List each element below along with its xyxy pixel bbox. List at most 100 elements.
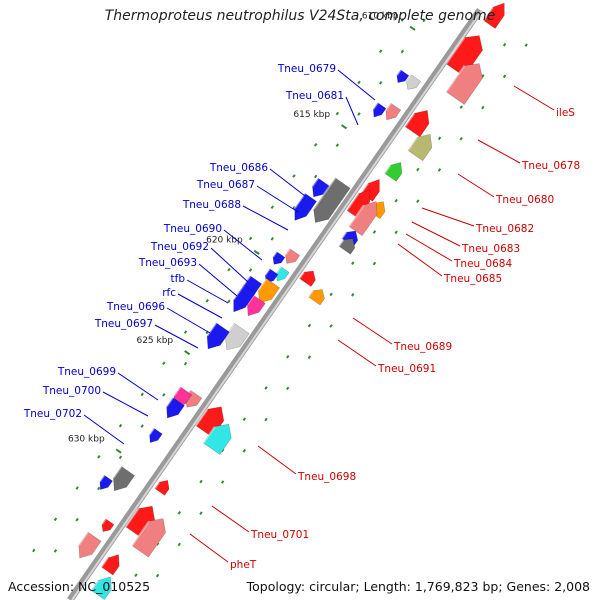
gene-minus-8-shine bbox=[284, 248, 291, 256]
gene-plus-16-body bbox=[154, 480, 170, 496]
tick-mark bbox=[264, 386, 268, 390]
gene-plus-9 bbox=[348, 201, 378, 237]
gene-plus-6-shine bbox=[360, 182, 369, 194]
gene-plus-14-shine bbox=[195, 408, 209, 427]
gene-plus-1-shine bbox=[445, 36, 466, 65]
leader-left-11 bbox=[154, 324, 199, 349]
gene-plus-3 bbox=[404, 109, 430, 138]
gene-plus-0-body bbox=[483, 2, 505, 29]
tick-mark bbox=[400, 18, 405, 22]
tick-mark bbox=[53, 517, 58, 522]
tick-mark bbox=[437, 136, 442, 141]
leader-right-0 bbox=[513, 85, 555, 111]
accession-text: Accession: NC_010525 bbox=[8, 579, 151, 594]
gene-plus-16-shine bbox=[153, 481, 161, 490]
tick-mark bbox=[140, 392, 144, 397]
kbp-marker-0: 610 kbp bbox=[362, 12, 399, 22]
gene-minus-12 bbox=[257, 278, 281, 304]
gene-minus-10-shine bbox=[275, 266, 282, 274]
tick-mark bbox=[220, 480, 225, 484]
gene-plus-9-shine bbox=[348, 204, 365, 228]
gene-plus-4-body bbox=[407, 133, 433, 162]
gene-minus-25-shine bbox=[78, 531, 89, 546]
gene-minus-6-shine bbox=[312, 177, 337, 210]
gene-minus-19-shine bbox=[173, 386, 182, 397]
gene-minus-23-shine bbox=[99, 474, 106, 483]
tick-mark bbox=[264, 417, 268, 422]
tick-mark bbox=[400, 49, 405, 54]
tick-mark bbox=[270, 205, 274, 210]
gene-minus-3-body bbox=[373, 102, 387, 118]
gene-label-right-6: Tneu_0685 bbox=[443, 273, 502, 285]
gene-label-right-5: Tneu_0684 bbox=[453, 258, 512, 270]
tick-mark bbox=[351, 292, 355, 297]
gene-label-left-5: Tneu_0690 bbox=[163, 223, 222, 235]
tick-mark bbox=[481, 105, 485, 110]
gene-plus-18-body bbox=[131, 518, 166, 558]
tick-mark bbox=[351, 261, 355, 265]
tick-mark bbox=[97, 486, 101, 491]
tick-mark bbox=[394, 198, 398, 203]
kbp-marker-1: 615 kbp bbox=[293, 110, 330, 120]
tick-mark bbox=[422, 18, 426, 23]
leader-left-10 bbox=[166, 307, 211, 334]
gene-plus-18 bbox=[131, 518, 166, 558]
tick-mark bbox=[134, 573, 138, 577]
tick-mark bbox=[199, 511, 203, 516]
gene-minus-23-body bbox=[99, 474, 113, 491]
gene-plus-9-body bbox=[348, 201, 378, 237]
tick-mark bbox=[459, 105, 463, 109]
tick-mark bbox=[199, 479, 203, 484]
gene-minus-5-body bbox=[312, 177, 331, 198]
gene-label-left-2: Tneu_0686 bbox=[209, 162, 268, 174]
tick-mark bbox=[459, 136, 463, 141]
backbone-highlight bbox=[71, 9, 483, 600]
tick-mark bbox=[183, 361, 188, 366]
gene-minus-25 bbox=[78, 531, 102, 559]
genome-title: Thermoproteus neutrophilus V24Sta, compl… bbox=[104, 8, 496, 24]
tick-mark bbox=[307, 355, 312, 359]
gene-label-right-4: Tneu_0683 bbox=[461, 243, 520, 255]
gene-plus-5-shine bbox=[383, 164, 392, 174]
gene-plus-4-shine bbox=[407, 136, 418, 152]
leader-left-9 bbox=[177, 293, 223, 319]
leader-right-4 bbox=[411, 221, 461, 247]
gene-label-left-6: Tneu_0692 bbox=[150, 241, 209, 253]
gene-minus-17-shine bbox=[206, 322, 218, 337]
gene-plus-18-shine bbox=[131, 520, 151, 547]
tick-mark bbox=[286, 386, 290, 391]
gene-plus-20 bbox=[90, 576, 112, 600]
tick-mark bbox=[357, 80, 361, 85]
leader-right-9 bbox=[257, 445, 297, 475]
leader-right-1 bbox=[477, 139, 521, 164]
gene-minus-2 bbox=[384, 102, 402, 121]
gene-label-left-12: Tneu_0699 bbox=[57, 366, 116, 378]
gene-minus-20-shine bbox=[165, 396, 174, 408]
leader-left-4 bbox=[242, 205, 289, 231]
gene-plus-15 bbox=[202, 423, 232, 455]
gene-minus-23 bbox=[99, 474, 113, 491]
gene-minus-24-body bbox=[101, 518, 115, 532]
gene-minus-20-body bbox=[166, 397, 185, 419]
gene-label-right-1: Tneu_0678 bbox=[521, 160, 580, 172]
kbp-marker-3: 625 kbp bbox=[136, 336, 173, 346]
tick-mark bbox=[75, 517, 79, 522]
gene-plus-2-shine bbox=[445, 65, 466, 93]
gene-minus-21-shine bbox=[148, 427, 155, 436]
gene-minus-7-shine bbox=[293, 192, 306, 209]
kbp-tick-0 bbox=[409, 25, 416, 31]
gene-label-right-7: Tneu_0689 bbox=[393, 341, 452, 353]
tick-mark bbox=[155, 573, 160, 578]
gene-layer bbox=[78, 2, 505, 600]
tick-mark bbox=[313, 174, 318, 179]
tick-mark bbox=[227, 267, 231, 272]
gene-minus-15-body bbox=[233, 284, 256, 313]
leader-left-6 bbox=[210, 247, 249, 283]
leader-left-7 bbox=[198, 263, 238, 297]
gene-label-left-11: Tneu_0697 bbox=[94, 318, 153, 330]
gene-label-layer: Tneu_0679 Tneu_0681 Tneu_0686 Tneu_0687 Tneu… bbox=[23, 63, 580, 571]
gene-plus-5-body bbox=[384, 162, 403, 182]
gene-plus-17-shine bbox=[124, 508, 140, 528]
gene-minus-22-shine bbox=[112, 465, 123, 479]
gene-label-left-1: Tneu_0681 bbox=[285, 90, 344, 102]
